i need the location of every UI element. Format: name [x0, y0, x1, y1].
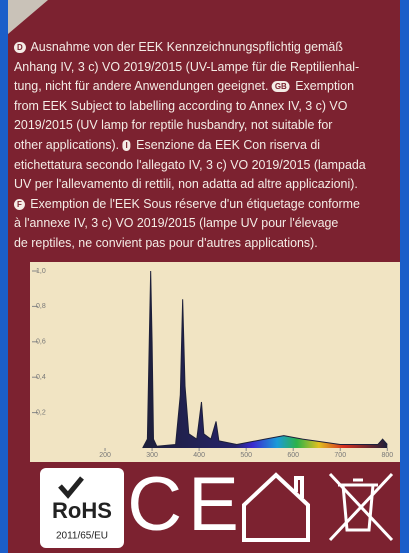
y-tick-label: 0,8 — [36, 303, 46, 310]
x-tick-label: 800 — [381, 452, 393, 459]
package-card: D Ausnahme von der EEK Kennzeichnungspfl… — [8, 0, 400, 553]
x-tick-label: 200 — [99, 452, 111, 459]
spectrum-chart: RoHS 2011/65/EU CE 0,2 0,4 0,6 0,8 1,0 200 300… — [8, 0, 400, 553]
rohs-label: RoHS — [52, 498, 112, 523]
weee-bin-icon — [330, 474, 392, 540]
rohs-directive: 2011/65/EU — [56, 531, 108, 542]
x-tick-label: 300 — [146, 452, 158, 459]
photo: {"text": {"lines": [ [{"icon": "D"}, "Au… — [0, 0, 409, 553]
x-tick-label: 700 — [334, 452, 346, 459]
x-tick-label: 600 — [287, 452, 299, 459]
y-tick-label: 1,0 — [36, 268, 46, 275]
ce-mark: CE — [127, 462, 245, 547]
y-tick-label: 0,6 — [36, 339, 46, 346]
y-tick-label: 0,4 — [36, 374, 46, 381]
y-tick-label: 0,2 — [36, 409, 46, 416]
x-tick-label: 400 — [193, 452, 205, 459]
x-tick-label: 500 — [240, 452, 252, 459]
indoor-icon — [244, 475, 308, 540]
